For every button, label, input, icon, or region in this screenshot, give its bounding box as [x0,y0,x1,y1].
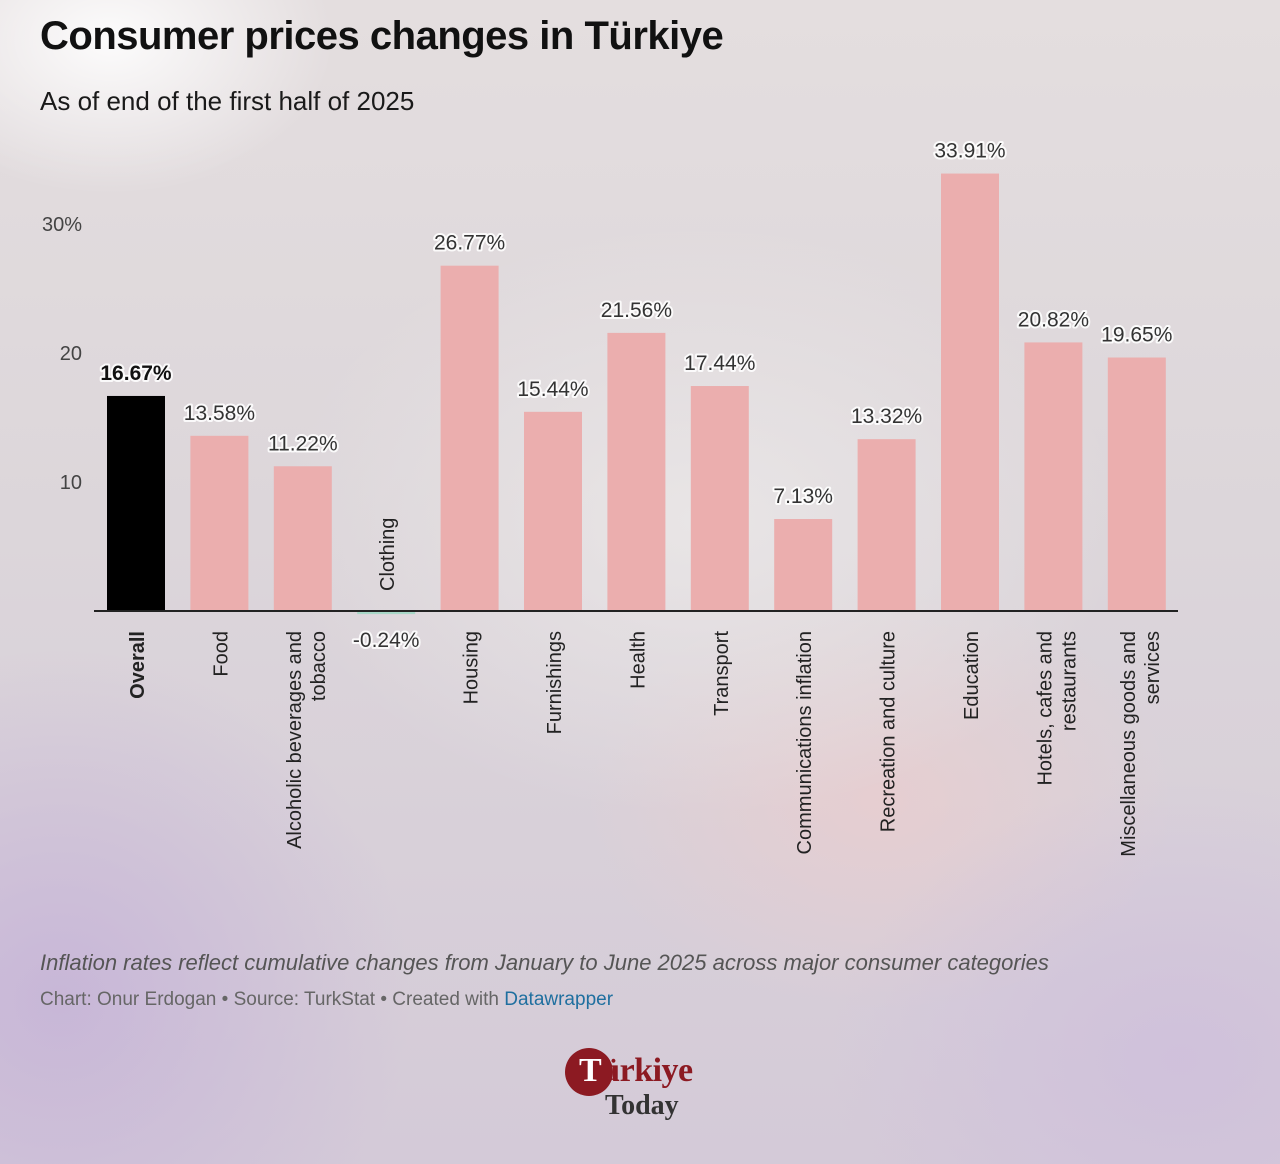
logo-circle [565,1048,613,1096]
bar [607,332,666,611]
y-tick-label: 30% [42,214,82,236]
data-label: 11.22% [268,432,338,455]
logo-brand: Türkiye [579,1052,693,1090]
bar [273,466,332,611]
data-label: -0.24% [353,629,420,652]
logo-sub: Today [605,1090,679,1121]
datawrapper-link[interactable]: Datawrapper [504,989,614,1010]
chart-credits: Chart: Onur Erdogan • Source: TurkStat •… [40,989,613,1011]
y-tick-label: 10 [60,472,82,494]
chart-subtitle: As of end of the first half of 2025 [40,86,415,116]
data-label: 13.32% [851,405,922,428]
bar [1024,342,1083,611]
bar [774,519,833,611]
turkiye-today-logo: Türkiye Today [565,1046,725,1126]
data-label: 20.82% [1018,308,1089,331]
bar [1107,357,1166,611]
category-label: Overall [127,631,149,699]
category-label: Transport [711,631,733,716]
chart-notes: Inflation rates reflect cumulative chang… [40,950,1049,975]
logo-brand-initial: T [579,1052,602,1089]
data-label: 7.13% [773,485,833,508]
logo-brand-rest: ürkiye [601,1052,693,1089]
bar [941,173,999,611]
category-label: Clothing [377,518,399,591]
data-label: 15.44% [517,378,588,401]
bar [357,611,416,615]
data-label: 21.56% [601,299,672,322]
category-label: Miscellaneous goods and services [1118,631,1164,857]
bar-chart: 10 20 30% 16.67% Overall 13.58% Food 11.22% Alco… [42,138,1178,857]
category-label: Alcoholic beverages and tobacco [284,631,330,849]
category-label: Housing [461,631,483,704]
bar [857,439,916,611]
category-label: Communications inflation [794,631,816,854]
bar [190,435,249,611]
data-label: 17.44% [684,352,755,375]
data-label: 19.65% [1101,324,1172,347]
bar [690,386,749,611]
category-label: Education [961,631,983,720]
category-label: Health [627,631,649,689]
category-label: Food [210,631,232,677]
y-tick-label: 20 [60,343,82,365]
category-label: Recreation and culture [878,631,900,832]
category-label: Hotels, cafes and restaurants [1034,631,1080,786]
data-label: 16.67% [100,362,172,385]
category-label: Furnishings [544,631,566,734]
data-label: 26.77% [434,232,505,255]
chart-title: Consumer prices changes in Türkiye [40,14,724,58]
bar [440,265,499,611]
credits-text: Chart: Onur Erdogan • Source: TurkStat •… [40,989,505,1010]
data-label: 33.91% [934,140,1005,163]
bar [107,395,165,611]
data-label: 13.58% [184,402,255,425]
bar [524,411,582,611]
